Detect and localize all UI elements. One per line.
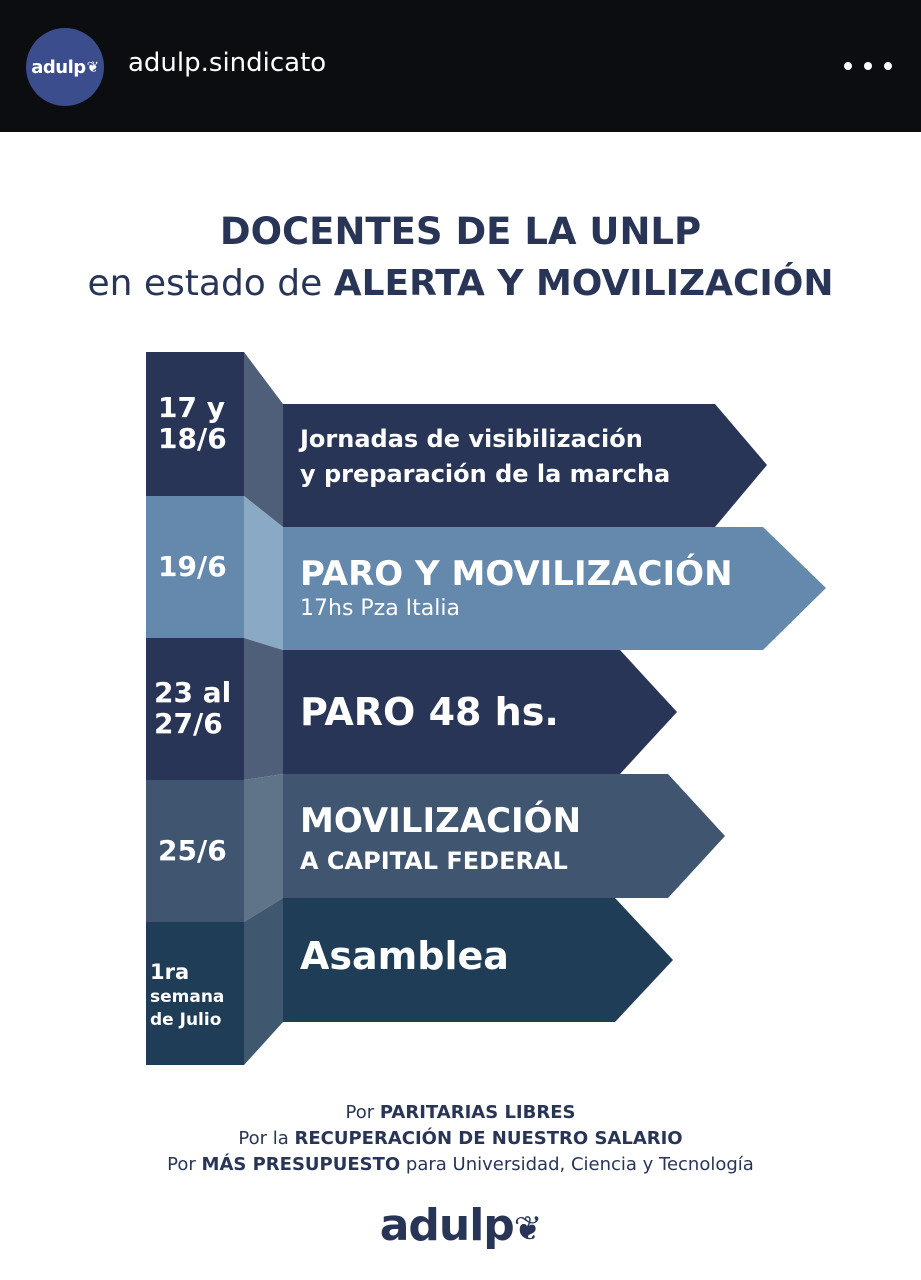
- post-header: adulp ❦ adulp.sindicato: [0, 0, 921, 132]
- event-date-3: 23 al 27/6: [154, 676, 232, 740]
- connector-1: [244, 352, 283, 527]
- account-username[interactable]: adulp.sindicato: [128, 48, 327, 78]
- event-arrow-5: [283, 898, 673, 1022]
- event-text-2: PARO Y MOVILIZACIÓN 17hs Pza Italia: [300, 554, 733, 621]
- profile-avatar[interactable]: adulp ❦: [26, 28, 104, 106]
- connector-4: [244, 774, 283, 922]
- leaf-icon: ❦: [513, 1209, 542, 1249]
- event-text-3: PARO 48 hs.: [300, 690, 559, 734]
- leaf-icon: ❦: [86, 58, 100, 76]
- adulp-logo: adulp❦: [379, 1200, 543, 1251]
- event-arrow-1: [283, 404, 767, 527]
- subtitle-bold: ALERTA Y MOVILIZACIÓN: [333, 263, 834, 304]
- event-text-5: Asamblea: [300, 934, 509, 978]
- date-block-5: [146, 922, 244, 1065]
- event-arrow-3: [283, 650, 677, 774]
- event-arrow-4: [283, 774, 725, 898]
- subtitle-prefix: en estado de: [87, 263, 323, 304]
- slogans: Por PARITARIAS LIBRES Por la RECUPERACIÓ…: [0, 1100, 921, 1178]
- connector-3: [244, 638, 283, 780]
- slogan-1: Por PARITARIAS LIBRES: [345, 1102, 576, 1123]
- slogan-3: Por MÁS PRESUPUESTO para Universidad, Ci…: [167, 1154, 754, 1176]
- connector-2: [244, 496, 283, 650]
- event-text-1: Jornadas de visibilización y preparación…: [300, 425, 671, 488]
- event-date-5: 1ra semana de Julio: [150, 959, 225, 1031]
- more-options-icon[interactable]: [844, 46, 892, 86]
- connector-5: [244, 898, 283, 1065]
- event-text-4: MOVILIZACIÓN A CAPITAL FEDERAL: [300, 801, 582, 875]
- poster-title: DOCENTES DE LA UNLP: [219, 210, 702, 253]
- date-block-1: [146, 352, 244, 496]
- event-date-2: 19/6: [158, 549, 227, 583]
- avatar-logo-text: adulp: [31, 56, 86, 78]
- slogan-2: Por la RECUPERACIÓN DE NUESTRO SALARIO: [238, 1128, 683, 1150]
- event-date-1: 17 y 18/6: [158, 391, 227, 455]
- date-block-3: [146, 638, 244, 780]
- event-arrow-2: [283, 527, 826, 650]
- poster-subtitle: en estado de ALERTA Y MOVILIZACIÓN: [0, 263, 921, 304]
- date-block-2: [146, 496, 244, 638]
- date-block-4: [146, 780, 244, 922]
- event-date-4: 25/6: [158, 833, 227, 867]
